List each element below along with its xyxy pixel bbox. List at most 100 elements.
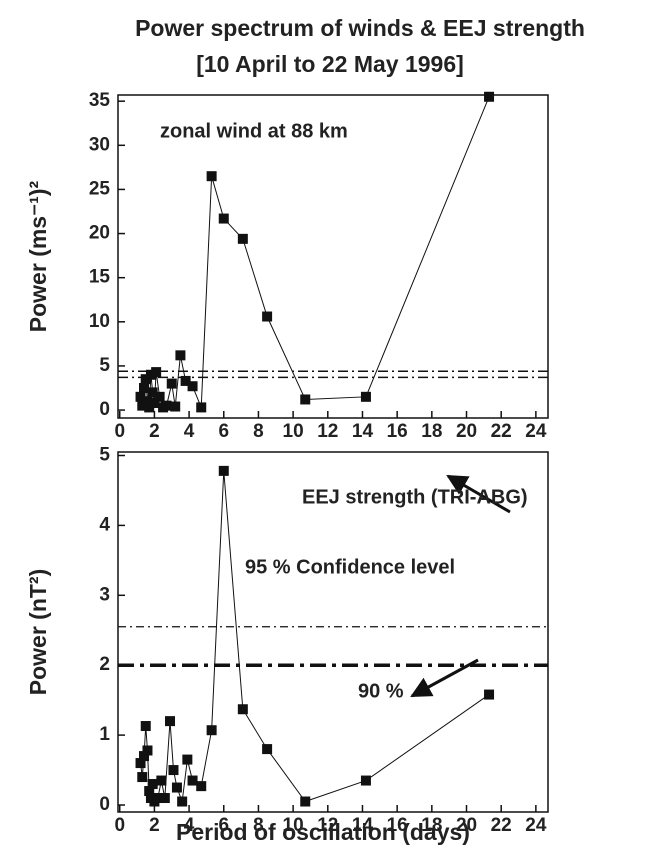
annotation: EEJ strength (TRI-ABG) (302, 486, 528, 508)
annotation: 90 % (358, 680, 404, 702)
data-point (237, 704, 248, 715)
y-tick-label: 4 (99, 514, 110, 535)
y-tick-label: 2 (99, 654, 110, 675)
chart-title: Power spectrum of winds & EEJ strength (135, 15, 585, 41)
y-tick-label: 20 (89, 223, 110, 244)
x-tick-label: 6 (218, 815, 229, 836)
data-point (360, 775, 371, 786)
data-point (218, 465, 229, 476)
annotation: zonal wind at 88 km (160, 120, 348, 142)
data-point (144, 402, 155, 413)
x-tick-label: 4 (184, 815, 195, 836)
x-tick-label: 0 (114, 421, 125, 442)
data-point (182, 754, 193, 765)
data-point (237, 233, 248, 244)
data-point (156, 775, 167, 786)
y-axis-label: Power (ms⁻¹)² (25, 180, 51, 332)
arrow (446, 474, 511, 514)
x-tick-label: 24 (525, 421, 547, 442)
x-tick-label: 2 (149, 815, 160, 836)
annotation: 95 % Confidence level (245, 556, 455, 578)
data-point (187, 381, 198, 392)
data-point (484, 91, 495, 102)
x-tick-label: 10 (283, 421, 304, 442)
data-point (147, 779, 158, 790)
data-point (300, 394, 311, 405)
x-tick-label: 2 (149, 421, 160, 442)
data-point (144, 786, 155, 797)
x-tick-label: 6 (218, 421, 229, 442)
data-point (135, 391, 146, 402)
data-point (165, 716, 176, 727)
data-point (161, 400, 172, 411)
data-point (135, 758, 146, 769)
y-tick-label: 15 (89, 267, 111, 288)
data-point (168, 765, 179, 776)
series-line (140, 470, 490, 803)
y-tick-label: 5 (99, 355, 110, 376)
x-tick-label: 16 (387, 421, 408, 442)
y-tick-label: 0 (99, 794, 110, 815)
x-tick-label: 8 (253, 815, 264, 836)
data-point (152, 793, 163, 804)
data-point (170, 401, 181, 412)
x-tick-label: 18 (421, 815, 442, 836)
y-tick-label: 0 (99, 399, 110, 420)
data-point (145, 369, 156, 380)
x-tick-label: 8 (253, 421, 264, 442)
y-axis-label: Power (nT²) (25, 569, 51, 696)
arrow (410, 658, 479, 698)
y-tick-label: 30 (89, 134, 110, 155)
plot-frame (117, 451, 549, 813)
y-tick-label: 3 (99, 584, 110, 605)
x-tick-label: 12 (317, 421, 338, 442)
data-point (166, 378, 177, 389)
data-point (177, 796, 188, 807)
data-point (187, 775, 198, 786)
data-point (196, 781, 207, 792)
data-point (262, 744, 273, 755)
data-point (262, 311, 273, 322)
data-point (484, 689, 495, 700)
data-point (139, 382, 150, 393)
y-tick-label: 25 (89, 178, 111, 199)
data-point (218, 213, 229, 224)
data-point (137, 400, 148, 411)
y-tick-label: 5 (99, 445, 110, 466)
data-point (140, 374, 151, 385)
data-point (154, 391, 165, 402)
x-tick-label: 10 (283, 815, 304, 836)
data-point (206, 725, 217, 736)
plot-frame (117, 94, 549, 419)
data-point (149, 397, 160, 408)
data-point (206, 171, 217, 182)
chart-subtitle: [10 April to 22 May 1996] (196, 51, 464, 77)
x-tick-label: 22 (491, 421, 512, 442)
data-point (171, 782, 182, 793)
data-point (142, 745, 153, 756)
data-point (142, 396, 153, 407)
data-point (180, 375, 191, 386)
data-point (147, 387, 158, 398)
series-line (140, 96, 490, 409)
x-tick-label: 24 (525, 815, 547, 836)
x-tick-label: 4 (184, 421, 195, 442)
data-point (140, 721, 151, 732)
x-tick-label: 22 (491, 815, 512, 836)
data-point (175, 350, 186, 361)
x-axis-label: Period of oscillation (days) (176, 819, 470, 845)
x-tick-label: 14 (352, 815, 374, 836)
data-point (196, 402, 207, 413)
x-tick-label: 18 (421, 421, 442, 442)
data-point (137, 772, 148, 783)
x-tick-label: 12 (317, 815, 338, 836)
y-tick-label: 35 (89, 90, 111, 111)
data-point (151, 367, 162, 378)
data-point (139, 751, 150, 762)
data-point (360, 391, 371, 402)
x-tick-label: 0 (114, 815, 125, 836)
x-tick-label: 20 (456, 815, 477, 836)
x-tick-label: 16 (387, 815, 408, 836)
y-tick-label: 10 (89, 311, 110, 332)
